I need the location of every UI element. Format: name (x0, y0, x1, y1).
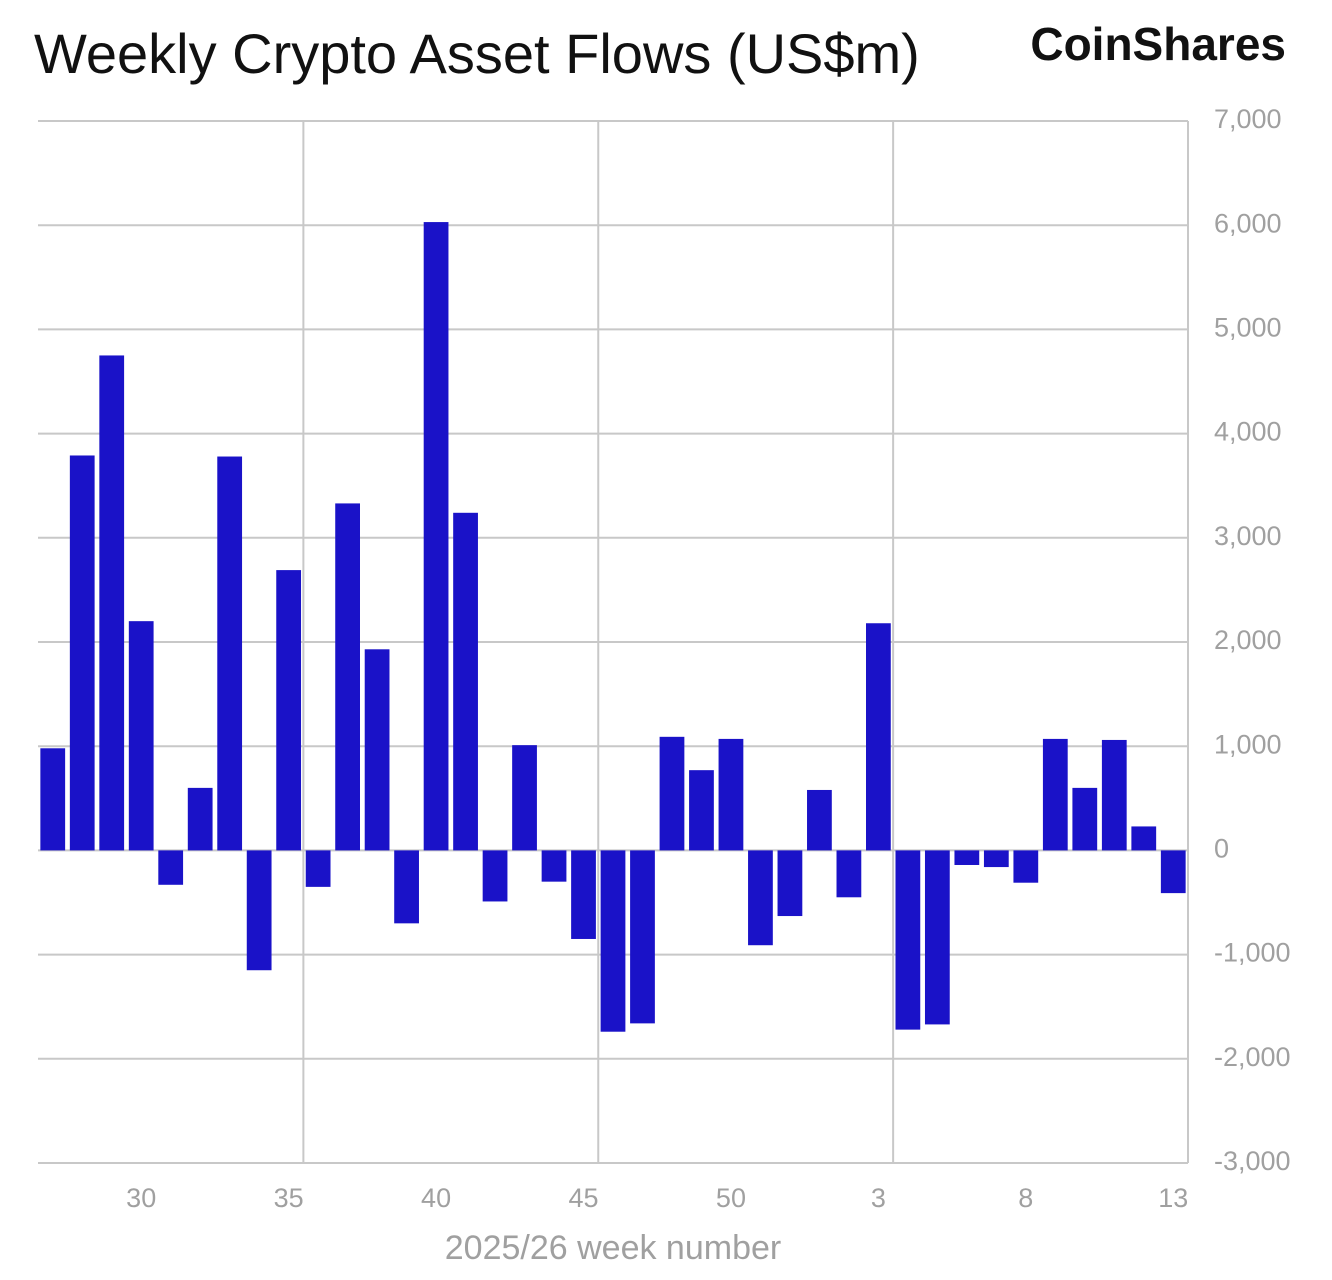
x-tick-label: 50 (716, 1183, 746, 1213)
bar (541, 850, 567, 882)
x-tick-label: 35 (274, 1183, 304, 1213)
y-tick-label: 2,000 (1214, 625, 1282, 655)
bar (1101, 739, 1127, 851)
bar (1072, 787, 1098, 851)
bar (158, 850, 184, 885)
bar (512, 745, 537, 851)
bar (866, 623, 891, 851)
y-tick-label: 5,000 (1214, 313, 1282, 343)
bar (659, 736, 685, 851)
y-tick-label: -2,000 (1214, 1042, 1291, 1072)
y-tick-label: 6,000 (1214, 208, 1282, 238)
y-tick-label: -3,000 (1214, 1146, 1291, 1176)
bar (748, 850, 773, 946)
bar (217, 456, 243, 851)
chart-title: Weekly Crypto Asset Flows (US$m) (34, 22, 920, 85)
bar (689, 770, 714, 851)
bar (718, 738, 744, 851)
y-tick-label: 4,000 (1214, 417, 1282, 447)
x-tick-label: 30 (126, 1183, 156, 1213)
bar (924, 850, 950, 1025)
bar (1160, 850, 1186, 894)
x-tick-label: 3 (871, 1183, 886, 1213)
bar (1042, 738, 1068, 851)
bar (954, 850, 980, 865)
bar (423, 222, 449, 851)
bar (1131, 826, 1157, 851)
bar (630, 850, 655, 1024)
bar (99, 355, 125, 851)
bar (1013, 850, 1039, 883)
bar (305, 850, 331, 887)
x-tick-label: 13 (1158, 1183, 1188, 1213)
bar (983, 850, 1009, 868)
bar (777, 850, 803, 917)
bar (335, 503, 360, 851)
bar (40, 748, 66, 851)
x-tick-label: 40 (421, 1183, 451, 1213)
x-tick-label: 8 (1018, 1183, 1033, 1213)
bar (69, 455, 95, 851)
bar (364, 649, 390, 851)
bar (246, 850, 272, 971)
brand-logo: CoinShares (1030, 18, 1286, 70)
bar (276, 570, 302, 851)
y-tick-label: 0 (1214, 834, 1229, 864)
bar (571, 850, 596, 939)
y-tick-label: 1,000 (1214, 729, 1282, 759)
y-tick-label: -1,000 (1214, 938, 1291, 968)
bar (600, 850, 626, 1032)
bar (895, 850, 921, 1030)
x-tick-label: 45 (568, 1183, 598, 1213)
bar (394, 850, 419, 924)
bar (187, 787, 213, 851)
bar (128, 621, 154, 851)
bar (807, 789, 832, 851)
bar (453, 512, 478, 851)
bar (836, 850, 862, 898)
y-tick-label: 3,000 (1214, 521, 1282, 551)
x-axis-title: 2025/26 week number (445, 1229, 781, 1267)
y-tick-label: 7,000 (1214, 104, 1282, 134)
bar (482, 850, 508, 902)
